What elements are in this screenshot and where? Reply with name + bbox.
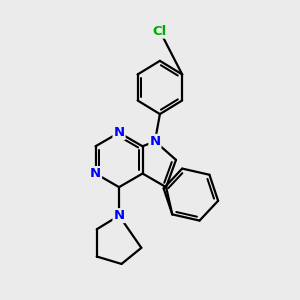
Text: N: N <box>113 126 124 139</box>
Text: N: N <box>113 209 124 222</box>
Text: Cl: Cl <box>153 25 167 38</box>
Text: N: N <box>90 167 101 180</box>
Text: N: N <box>149 135 161 148</box>
